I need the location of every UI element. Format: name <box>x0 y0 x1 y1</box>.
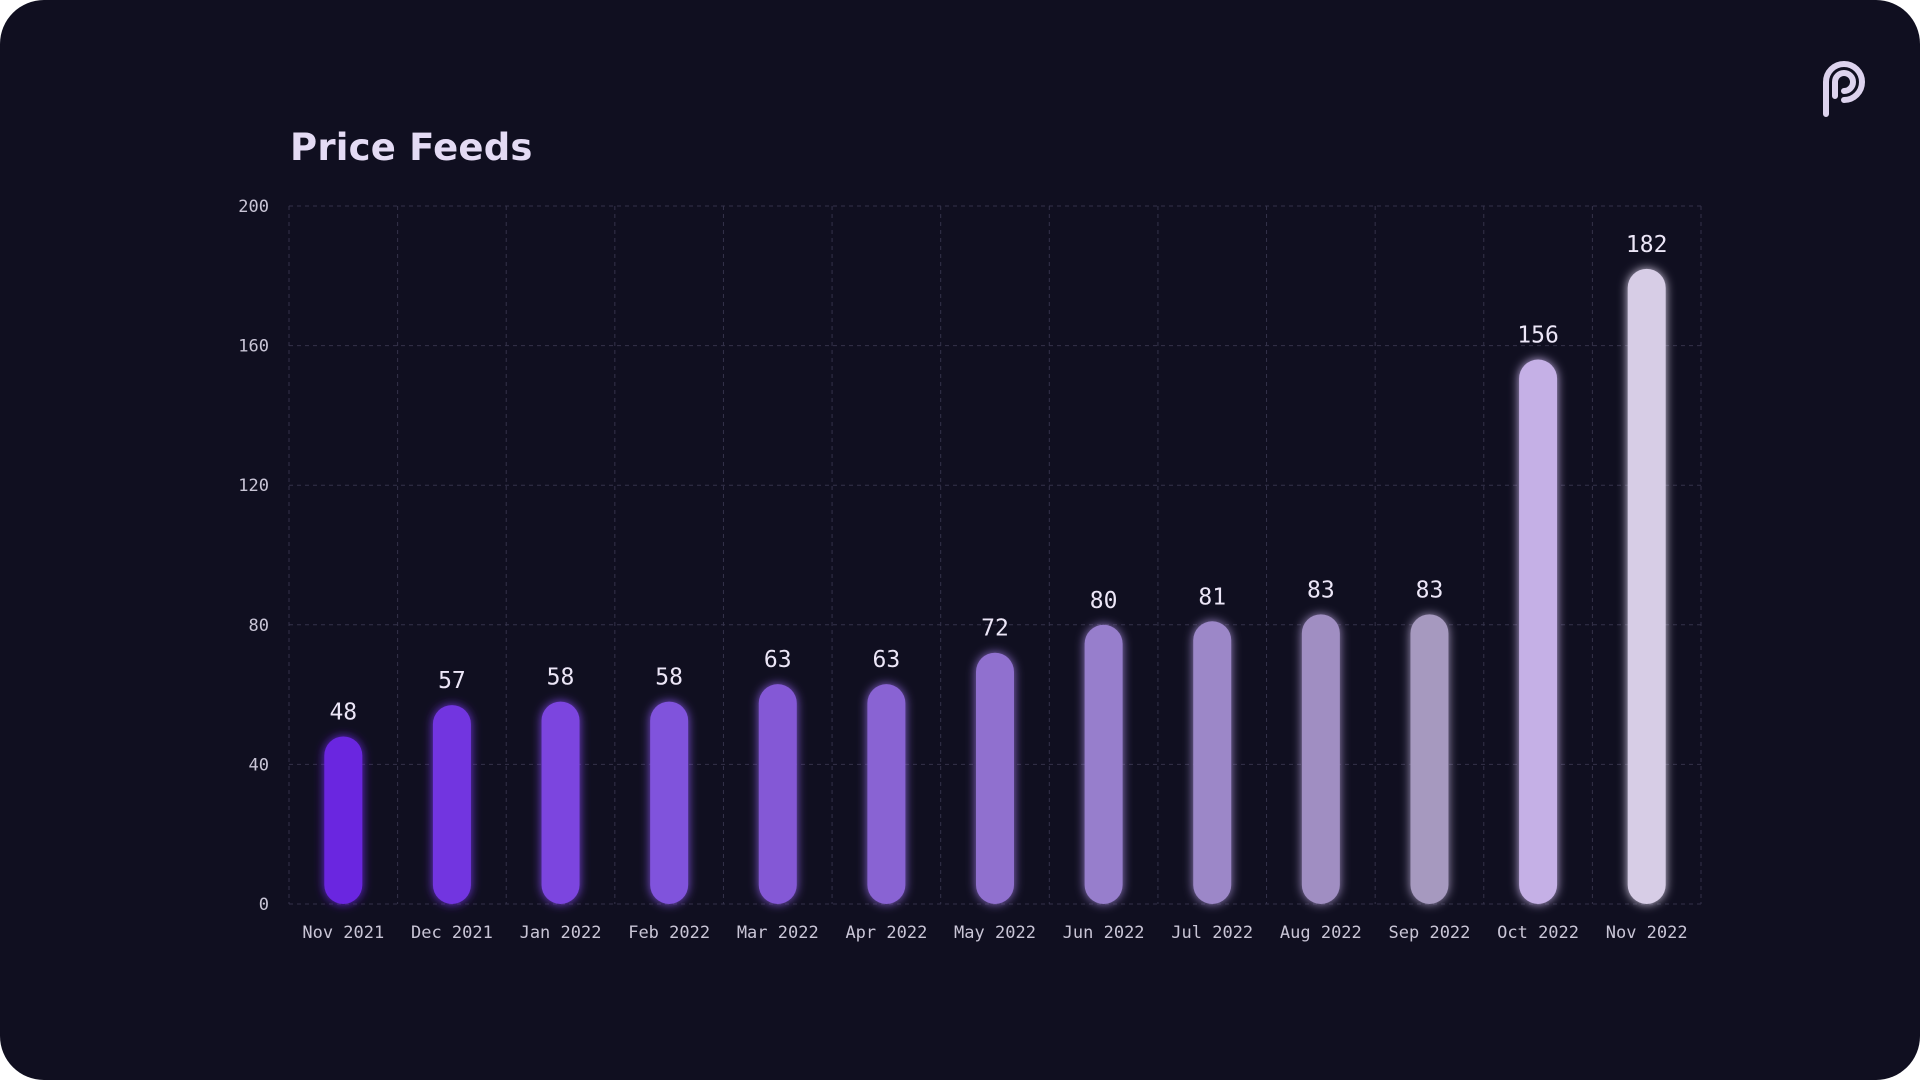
y-tick-label: 0 <box>259 895 269 915</box>
bar <box>976 652 1014 904</box>
x-tick-label: Oct 2022 <box>1497 923 1579 943</box>
bar-value-label: 81 <box>1198 584 1226 610</box>
bar <box>324 736 363 904</box>
x-tick-label: Apr 2022 <box>845 923 927 943</box>
bar-value-label: 63 <box>764 647 792 673</box>
bar-value-label: 48 <box>329 699 357 725</box>
bar-value-label: 58 <box>547 665 575 691</box>
bar-value-label: 63 <box>873 647 901 673</box>
bar <box>1410 614 1449 904</box>
bar <box>432 705 471 904</box>
labels: 0 40 80 120 160 200 48 Nov 2021 57 Dec 2021 58 Jan … <box>238 197 1687 943</box>
x-tick-label: Dec 2021 <box>411 923 493 943</box>
bar-value-label: 83 <box>1307 577 1335 603</box>
x-tick-label: May 2022 <box>954 923 1036 943</box>
bar-value-label: 58 <box>655 665 683 691</box>
bar <box>1084 624 1123 904</box>
x-tick-label: Sep 2022 <box>1389 923 1471 943</box>
bar-value-label: 156 <box>1517 323 1559 349</box>
bar <box>867 684 906 904</box>
bar <box>541 701 580 904</box>
y-tick-label: 120 <box>238 476 269 496</box>
bar-value-label: 80 <box>1090 588 1118 614</box>
x-tick-label: Feb 2022 <box>628 923 710 943</box>
y-tick-label: 200 <box>238 197 269 217</box>
bar <box>1301 614 1340 904</box>
x-tick-label: Nov 2022 <box>1606 923 1688 943</box>
chart-title: Price Feeds <box>290 126 533 169</box>
bar <box>1193 621 1232 904</box>
bar-value-label: 182 <box>1626 232 1668 258</box>
y-tick-label: 160 <box>238 337 269 357</box>
x-tick-label: Jun 2022 <box>1063 923 1145 943</box>
bar <box>758 684 797 904</box>
bar-value-label: 72 <box>981 616 1009 642</box>
x-tick-label: Nov 2021 <box>302 923 384 943</box>
bar <box>1627 268 1666 904</box>
bar <box>650 701 689 904</box>
x-tick-label: Jul 2022 <box>1171 923 1253 943</box>
bar-value-label: 83 <box>1416 577 1444 603</box>
x-tick-label: Jan 2022 <box>520 923 602 943</box>
bar-value-label: 57 <box>438 668 466 694</box>
bar <box>1519 359 1558 904</box>
x-tick-label: Aug 2022 <box>1280 923 1362 943</box>
y-tick-label: 80 <box>249 616 269 636</box>
y-tick-label: 40 <box>249 755 269 775</box>
x-tick-label: Mar 2022 <box>737 923 819 943</box>
bars <box>324 268 1666 904</box>
pyth-logo-icon <box>1823 61 1865 117</box>
